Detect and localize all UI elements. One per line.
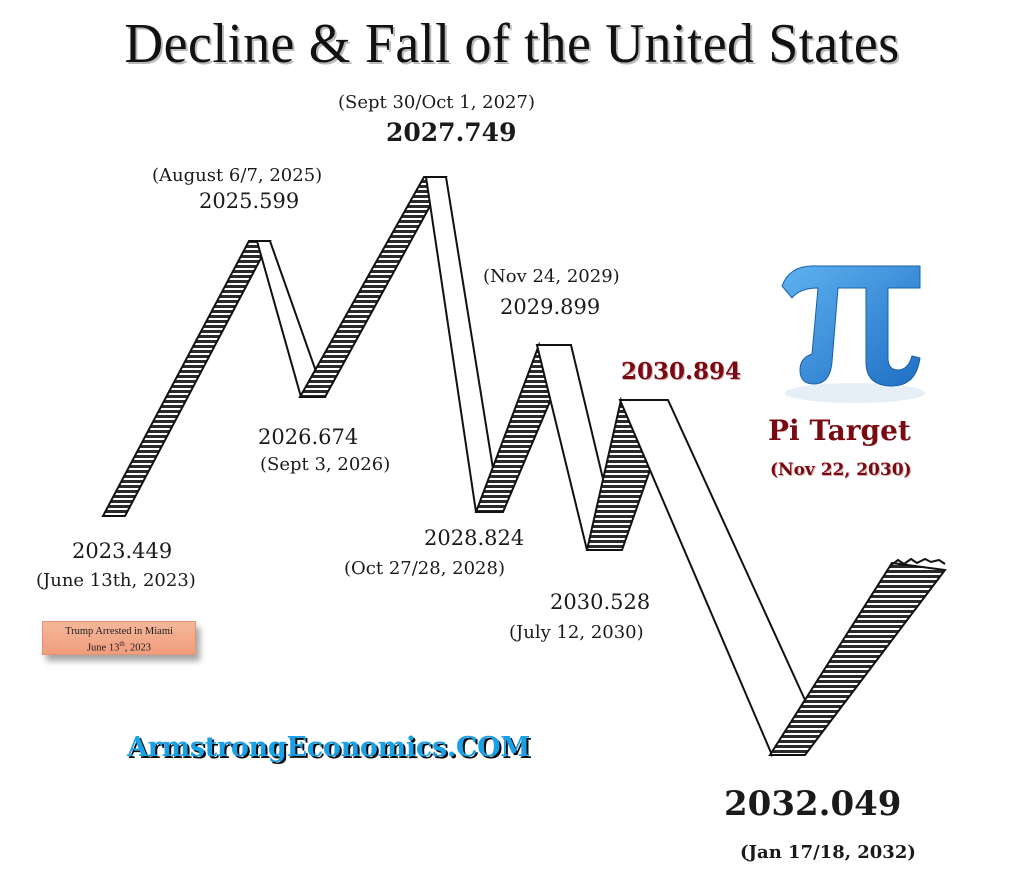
scribble-end bbox=[889, 557, 946, 567]
label-2023-value: 2023.449 bbox=[72, 539, 173, 563]
chart-title: Decline & Fall of the United States bbox=[124, 13, 900, 75]
label-2032-date: (Jan 17/18, 2032) bbox=[740, 842, 916, 863]
pi-icon bbox=[770, 258, 940, 408]
rise-segment bbox=[768, 561, 947, 756]
fall-segment bbox=[618, 399, 807, 758]
label-2025-value: 2025.599 bbox=[199, 189, 300, 213]
label-2030-528-date: (July 12, 2030) bbox=[509, 622, 644, 643]
label-2028-value: 2028.824 bbox=[424, 526, 525, 550]
note-line1: Trump Arrested in Miami bbox=[65, 626, 173, 637]
label-2026-value: 2026.674 bbox=[258, 425, 359, 449]
rise-segment bbox=[101, 240, 272, 517]
label-2028-date: (Oct 27/28, 2028) bbox=[344, 558, 505, 579]
label-2029-value: 2029.899 bbox=[500, 295, 601, 319]
label-2030-894-value: 2030.894 bbox=[621, 358, 742, 385]
pi-target-date: (Nov 22, 2030) bbox=[770, 460, 912, 480]
trump-arrest-note: Trump Arrested in Miami June 13th, 2023 bbox=[42, 621, 196, 655]
label-2027-date: (Sept 30/Oct 1, 2027) bbox=[338, 92, 535, 113]
label-2023-date: (June 13th, 2023) bbox=[36, 570, 196, 591]
label-2027-value: 2027.749 bbox=[386, 118, 517, 147]
label-2025-date: (August 6/7, 2025) bbox=[152, 165, 323, 186]
note-line2: June 13th, 2023 bbox=[86, 640, 152, 654]
label-2032-value: 2032.049 bbox=[724, 784, 902, 824]
label-2029-date: (Nov 24, 2029) bbox=[483, 266, 620, 287]
pi-target-label: Pi Target bbox=[768, 414, 911, 447]
rise-segment bbox=[298, 176, 448, 398]
label-2030-528-value: 2030.528 bbox=[550, 590, 651, 614]
label-2026-date: (Sept 3, 2026) bbox=[260, 454, 391, 475]
fall-segment bbox=[424, 176, 502, 513]
watermark: ArmstrongEconomics.COM bbox=[127, 732, 530, 763]
